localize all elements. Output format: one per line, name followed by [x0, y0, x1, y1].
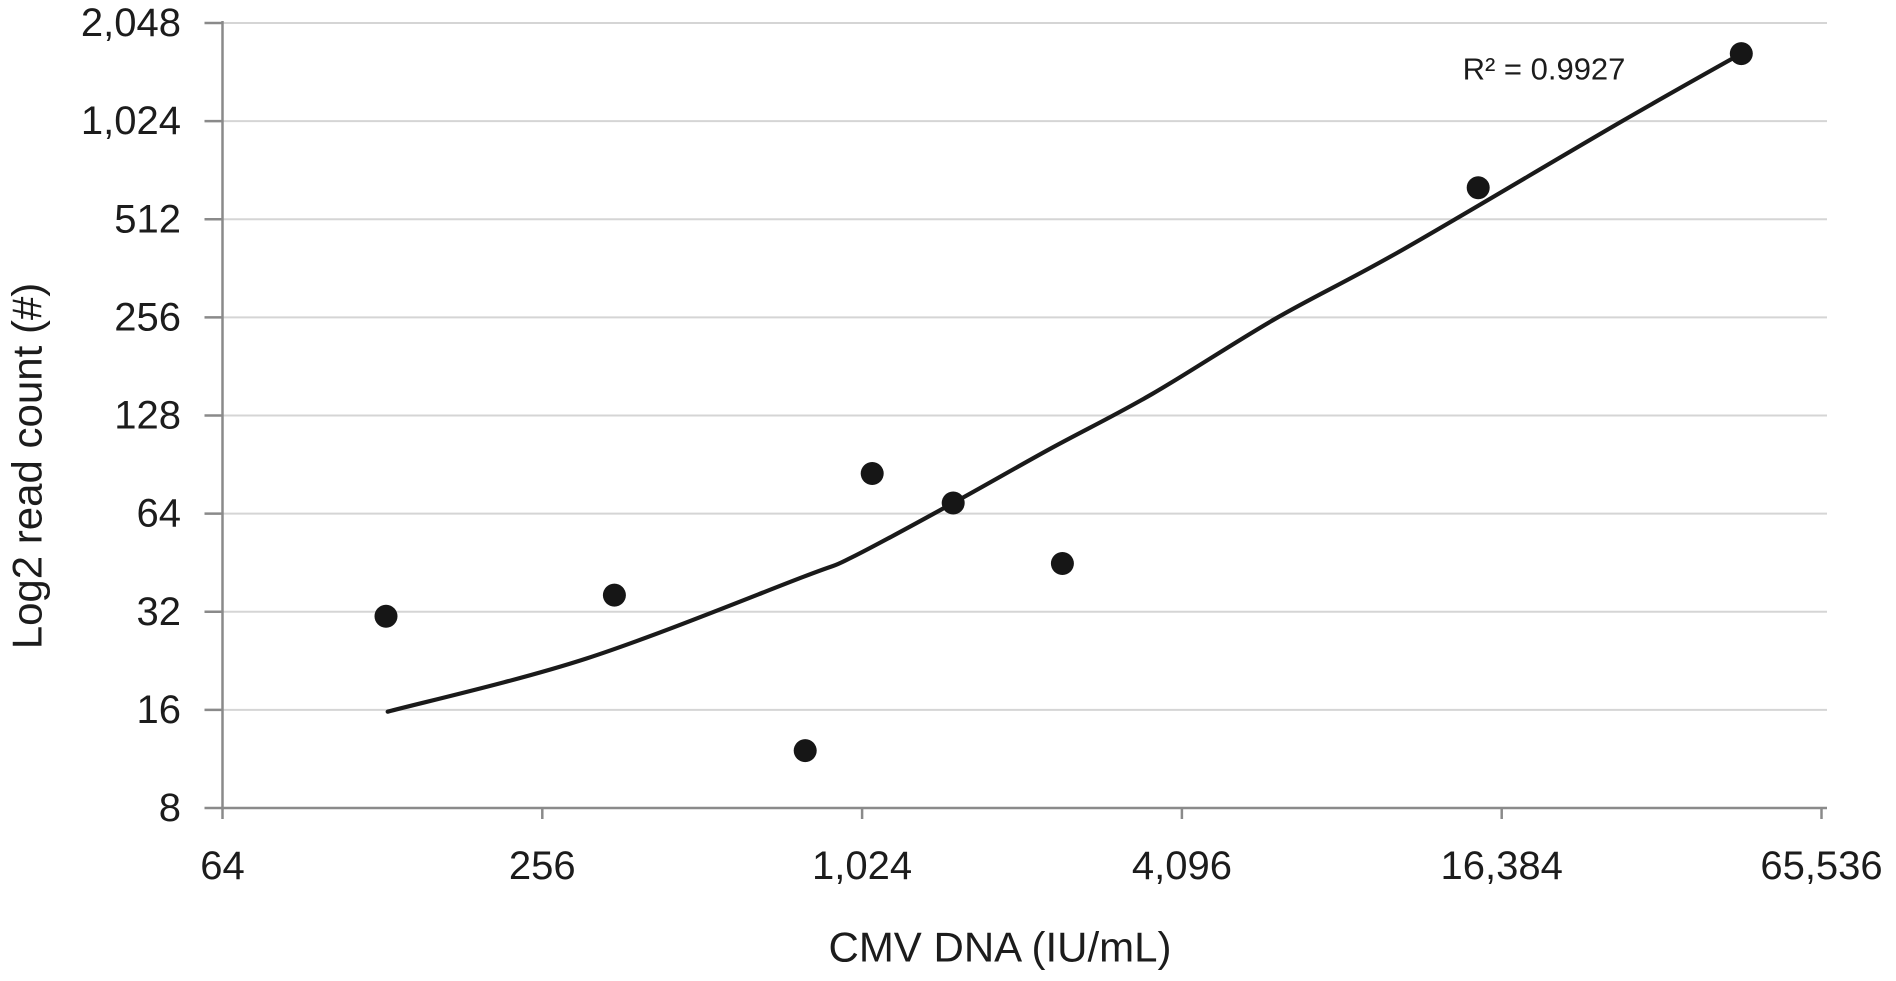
data-point [793, 739, 817, 763]
y-tick-label: 16 [137, 688, 182, 732]
data-point [1050, 552, 1074, 575]
y-tick-label: 2,048 [81, 1, 181, 45]
data-point [1729, 42, 1753, 66]
axes-group [204, 21, 1827, 819]
r-squared-annotation: R² = 0.9927 [1463, 52, 1626, 87]
gridlines-group [222, 22, 1827, 711]
y-tick-label: 32 [137, 590, 182, 634]
data-points-group [374, 42, 1753, 763]
y-tick-label: 256 [114, 295, 181, 339]
data-point [941, 491, 965, 515]
y-tick-labels-group: 8 16 32 64 128 256 512 1,024 2,048 [81, 1, 181, 830]
data-point [374, 604, 398, 628]
y-axis-title: Log2 read count (#) [4, 283, 51, 650]
x-tick-label: 16,384 [1441, 844, 1563, 888]
x-tick-label: 4,096 [1132, 844, 1232, 888]
y-tick-label: 512 [114, 197, 181, 241]
data-point [602, 583, 626, 607]
y-tick-label: 8 [159, 786, 181, 830]
y-tick-label: 128 [114, 394, 181, 438]
x-tick-label: 64 [200, 844, 245, 888]
y-tick-label: 64 [137, 492, 182, 536]
trendline-curve [385, 51, 1744, 714]
x-tick-label: 256 [509, 844, 576, 888]
y-tick-label: 1,024 [81, 99, 181, 143]
x-tick-label: 65,536 [1760, 844, 1882, 888]
trendline-group [385, 51, 1744, 714]
data-point [860, 462, 884, 485]
x-tick-label: 1,024 [812, 844, 912, 888]
data-point [1466, 176, 1490, 200]
x-tick-labels-group: 64 256 1,024 4,096 16,384 65,536 [200, 844, 1882, 888]
x-axis-title: CMV DNA (IU/mL) [828, 924, 1171, 971]
